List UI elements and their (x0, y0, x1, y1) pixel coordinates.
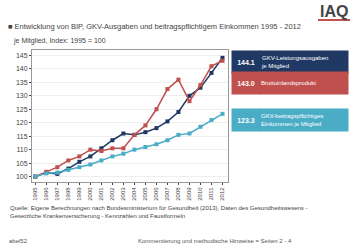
svg-text:2000: 2000 (87, 187, 93, 201)
svg-text:2010: 2010 (197, 187, 203, 201)
svg-text:123.3: 123.3 (237, 117, 255, 124)
svg-text:Bruttoinlandsprodukt: Bruttoinlandsprodukt (261, 80, 316, 86)
svg-text:125: 125 (16, 106, 28, 113)
svg-text:145: 145 (16, 52, 28, 59)
svg-text:Kommentierung und methodische: Kommentierung und methodische Hinweise =… (138, 238, 292, 244)
svg-text:110: 110 (16, 146, 27, 153)
svg-text:105: 105 (16, 160, 28, 167)
svg-text:2002: 2002 (109, 187, 115, 201)
svg-text:GKV-beitragspflichtigesEinkomm: GKV-beitragspflichtigesEinkommen je Mitg… (261, 113, 323, 127)
svg-text:2003: 2003 (120, 187, 126, 201)
svg-text:GKV-Leistungsausgabenje Mitgli: GKV-Leistungsausgabenje Mitglied (261, 55, 328, 69)
svg-text:130: 130 (16, 92, 28, 99)
svg-text:2001: 2001 (98, 187, 104, 201)
svg-text:2011: 2011 (208, 187, 214, 201)
svg-text:2004: 2004 (131, 187, 137, 201)
svg-text:2012: 2012 (219, 187, 225, 201)
svg-text:144.1: 144.1 (237, 59, 255, 66)
svg-text:Quelle: Eigene Berechnungen na: Quelle: Eigene Berechnungen nach Bundesm… (10, 205, 308, 211)
svg-text:1995: 1995 (32, 187, 38, 201)
svg-text:abel52: abel52 (9, 238, 28, 244)
svg-text:IAQ: IAQ (320, 3, 348, 20)
svg-text:140: 140 (16, 65, 28, 72)
svg-text:1999: 1999 (76, 187, 82, 201)
svg-text:2009: 2009 (186, 187, 192, 201)
svg-text:■ Entwicklung von BIP, GKV-Aus: ■ Entwicklung von BIP, GKV-Ausgaben und … (8, 22, 301, 31)
svg-text:1997: 1997 (54, 187, 60, 201)
svg-text:2005: 2005 (142, 187, 148, 201)
svg-text:2006: 2006 (153, 187, 159, 201)
svg-text:120: 120 (16, 119, 28, 126)
svg-text:Gesetzliche Krankenversicherun: Gesetzliche Krankenversicherung - Kennza… (10, 213, 185, 219)
svg-text:je Mitglied, Index: 1995 = 100: je Mitglied, Index: 1995 = 100 (13, 37, 106, 45)
svg-text:1998: 1998 (65, 187, 71, 201)
svg-text:135: 135 (16, 79, 28, 86)
svg-text:1996: 1996 (43, 187, 49, 201)
svg-text:143.0: 143.0 (237, 80, 255, 87)
svg-text:100: 100 (16, 173, 28, 180)
svg-text:115: 115 (16, 133, 27, 140)
svg-text:2008: 2008 (175, 187, 181, 201)
svg-text:2007: 2007 (164, 187, 170, 201)
